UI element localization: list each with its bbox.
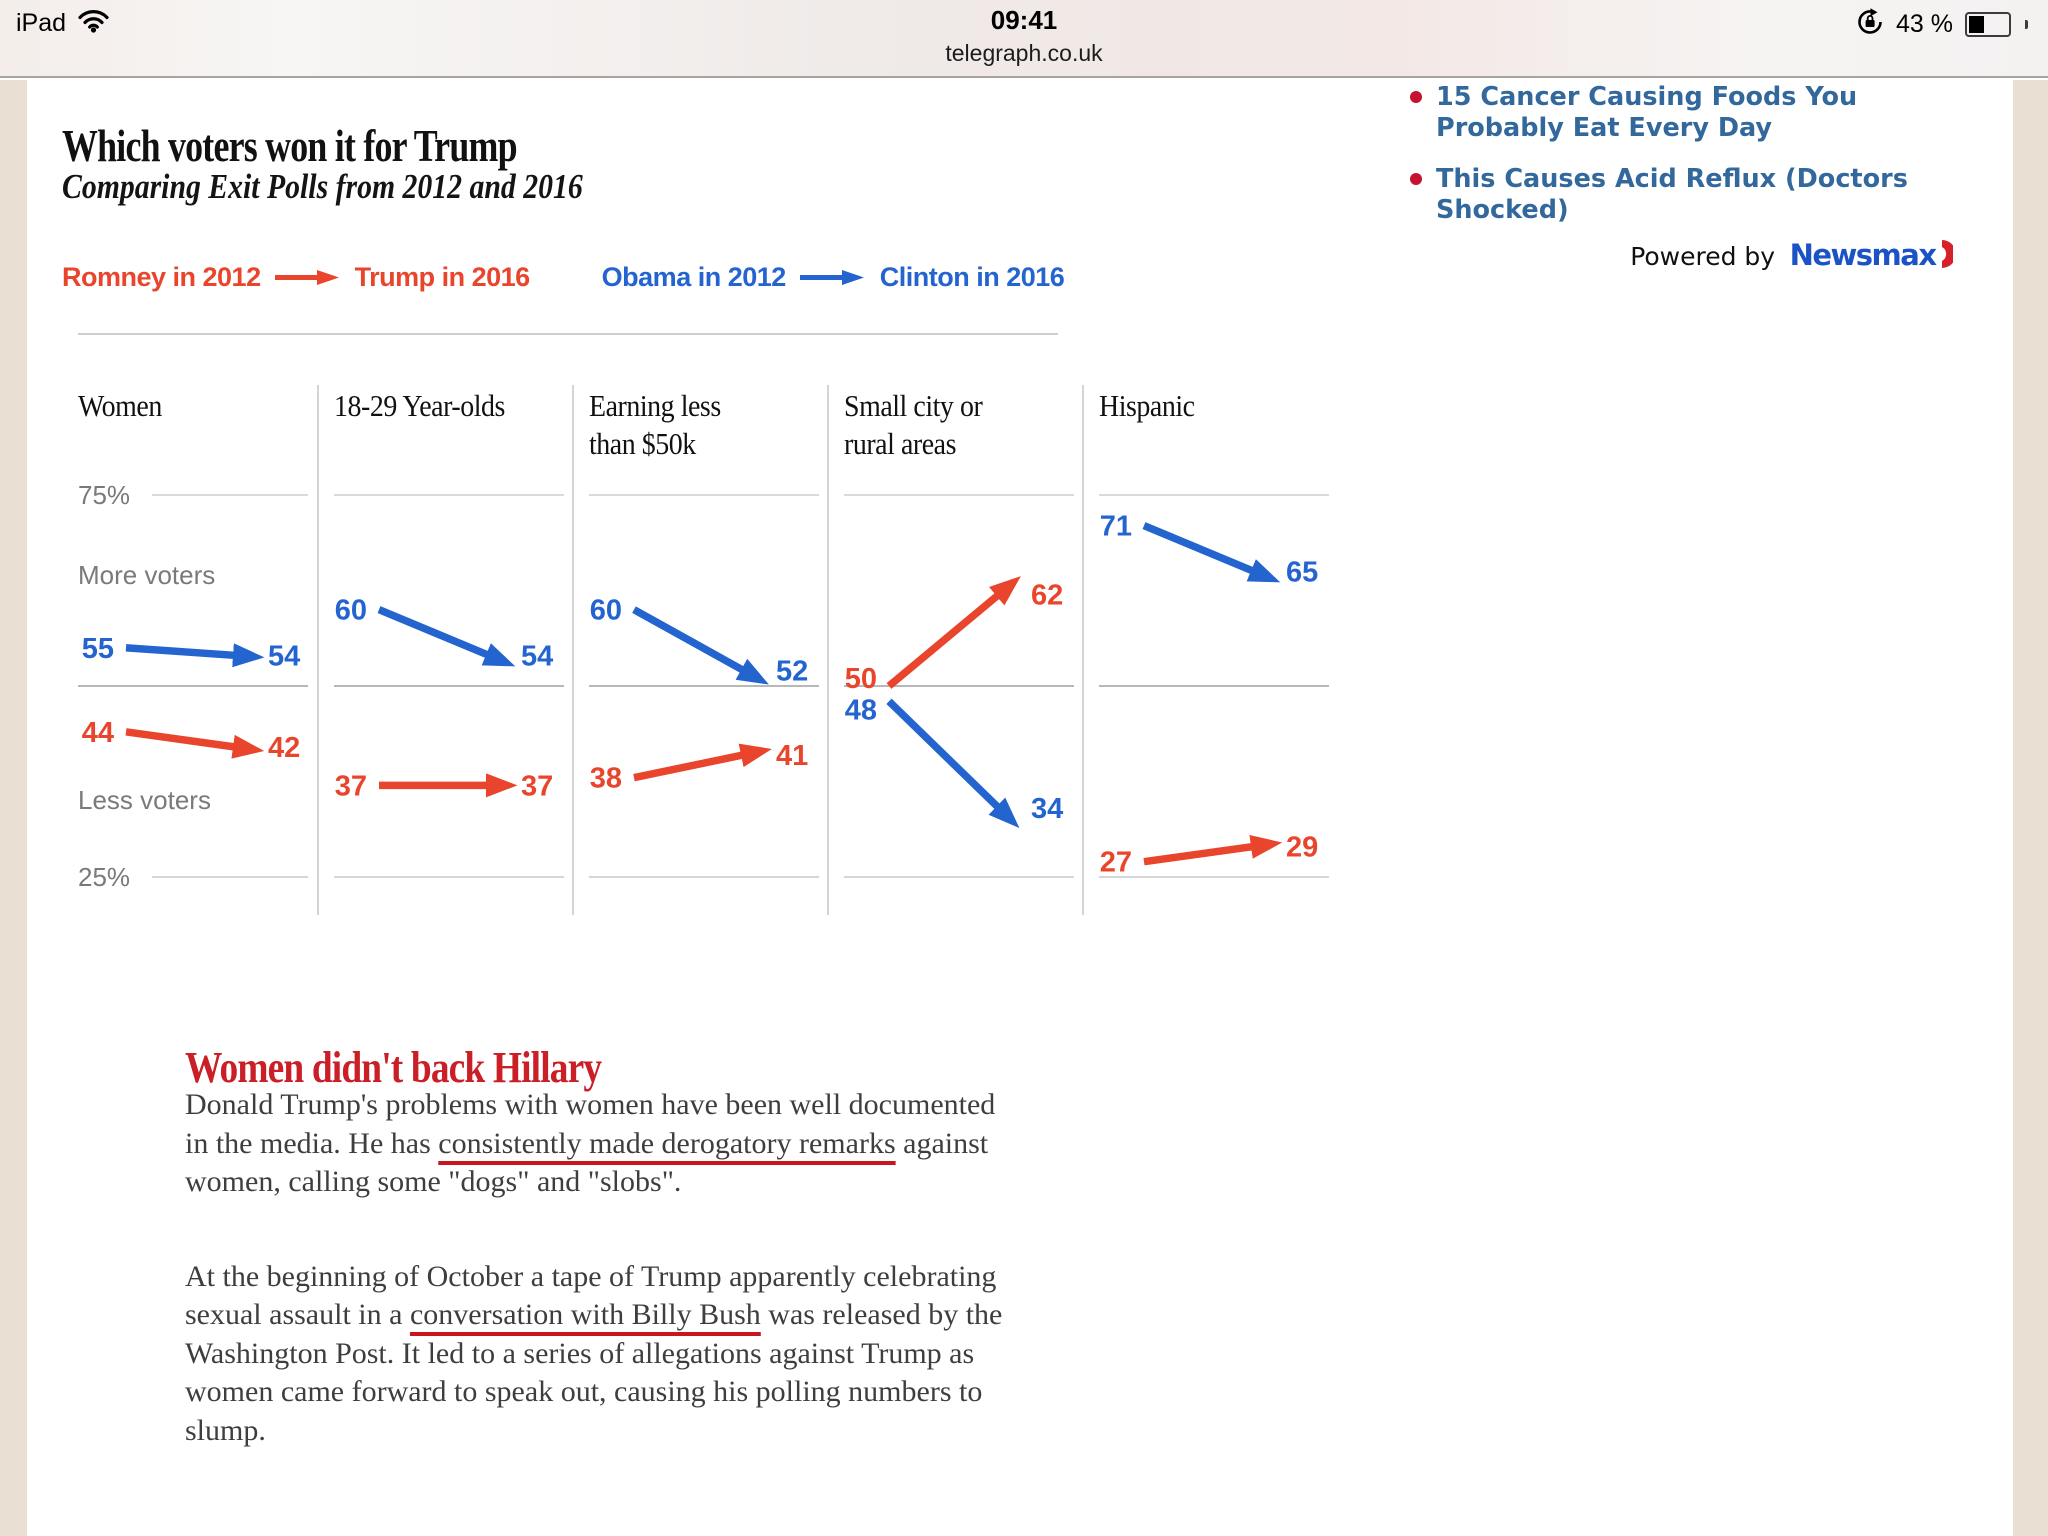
- red-arrow-icon: [274, 270, 339, 285]
- article-text: was released by the Washington Post. It …: [185, 1298, 1003, 1447]
- chart-title: Which voters won it for Trump: [62, 119, 518, 171]
- chart-legend: Romney in 2012 Trump in 2016 Obama in 20…: [62, 262, 1065, 293]
- chart-panel: Women 75% More voters Less voters 25% 55 54 44…: [78, 385, 317, 915]
- svg-text:25%: 25%: [78, 862, 130, 892]
- sponsored-link-item: This Causes Acid Reflux (Doctors Shocked…: [1408, 164, 1970, 226]
- legend-democrat-to: Clinton in 2016: [879, 262, 1065, 292]
- svg-text:42: 42: [268, 732, 300, 764]
- chart-panel-title: Hispanic: [1099, 388, 1195, 423]
- svg-text:75%: 75%: [78, 480, 130, 510]
- chart-panel: Hispanic 71 65 27 29: [1082, 385, 1337, 915]
- bullet-icon: [1410, 91, 1422, 103]
- status-right-cluster: 43 %: [1856, 8, 2028, 41]
- page-margin-left: [0, 80, 27, 1536]
- svg-text:34: 34: [1031, 793, 1063, 825]
- chart-panel-plot: 60 54 37 37: [334, 494, 564, 878]
- svg-text:65: 65: [1286, 556, 1318, 588]
- svg-text:Less voters: Less voters: [78, 785, 211, 815]
- article-text: At the beginning of October a tape of Tr…: [185, 1259, 997, 1332]
- chart-subtitle: Comparing Exit Polls from 2012 and 2016: [62, 167, 583, 207]
- battery-percent: 43 %: [1896, 10, 1953, 38]
- svg-text:60: 60: [590, 595, 622, 627]
- sponsored-link[interactable]: This Causes Acid Reflux (Doctors Shocked…: [1436, 164, 1908, 225]
- exit-poll-chart: Women 75% More voters Less voters 25% 55 54 44…: [78, 385, 1337, 915]
- battery-icon: [1965, 12, 2011, 37]
- legend-republican-to: Trump in 2016: [354, 262, 531, 292]
- newsmax-logo[interactable]: Newsmax: [1789, 238, 1937, 272]
- svg-text:52: 52: [776, 656, 808, 688]
- article-link[interactable]: consistently made derogatory remarks: [438, 1126, 896, 1160]
- bullet-icon: [1410, 173, 1422, 185]
- chart-panel-title: Women: [78, 388, 162, 423]
- svg-text:37: 37: [521, 770, 553, 802]
- chart-panel-plot: 71 65 27 29: [1099, 494, 1329, 879]
- chart-panel-plot: 60 52 38 41: [589, 494, 819, 878]
- chart-panel: Earning less than $50k 60 52 38 41: [572, 385, 827, 915]
- battery-tip: [2025, 20, 2028, 29]
- svg-text:71: 71: [1100, 511, 1132, 543]
- chart-panel: Small city or rural areas 50 62 48 34: [827, 385, 1082, 915]
- svg-text:44: 44: [82, 717, 114, 749]
- svg-text:38: 38: [590, 763, 622, 795]
- section-heading: Women didn't back Hillary: [185, 1043, 602, 1092]
- svg-text:48: 48: [845, 694, 877, 726]
- legend-democrat-from: Obama in 2012: [601, 262, 787, 292]
- powered-by: Powered by Newsmax: [1408, 238, 1956, 274]
- chart-panel-title: 18-29 Year-olds: [334, 388, 505, 423]
- svg-text:54: 54: [521, 640, 553, 672]
- sponsored-link-item: 15 Cancer Causing Foods You Probably Eat…: [1408, 82, 1970, 144]
- article-paragraph: Donald Trump's problems with women have …: [185, 1086, 1015, 1202]
- browser-chrome: iPad 09:41 telegraph.co.uk 43 %: [0, 0, 2048, 78]
- svg-text:37: 37: [335, 770, 367, 802]
- svg-text:54: 54: [268, 640, 300, 672]
- page-margin-right: [2013, 80, 2048, 1536]
- article-link[interactable]: conversation with Billy Bush: [409, 1298, 761, 1331]
- legend-divider: [78, 333, 1058, 335]
- svg-text:29: 29: [1286, 831, 1318, 863]
- chart-panel-title: Small city or rural areas: [844, 388, 983, 461]
- article-text: Donald Trump's problems with women have …: [185, 1088, 996, 1160]
- rotation-lock-icon: [1856, 8, 1884, 41]
- sponsored-links: 15 Cancer Causing Foods You Probably Eat…: [1408, 82, 1970, 246]
- svg-text:41: 41: [776, 740, 808, 772]
- svg-text:50: 50: [845, 663, 877, 695]
- sponsored-link[interactable]: 15 Cancer Causing Foods You Probably Eat…: [1436, 82, 1858, 143]
- address-bar[interactable]: telegraph.co.uk: [945, 40, 1103, 66]
- chart-panel-plot: 50 62 48 34: [844, 494, 1074, 878]
- clock: 09:41: [990, 5, 1058, 35]
- blue-arrow-icon: [799, 270, 864, 285]
- chart-panel-title: Earning less than $50k: [589, 388, 721, 461]
- legend-democrat: Obama in 2012 Clinton in 2016: [602, 262, 1065, 293]
- powered-by-label: Powered by: [1630, 242, 1776, 271]
- svg-text:60: 60: [335, 595, 367, 627]
- article-body: Donald Trump's problems with women have …: [185, 1086, 1015, 1506]
- newsmax-crescent-icon: [1941, 239, 1956, 274]
- svg-text:27: 27: [1100, 847, 1132, 879]
- device-label: iPad: [16, 9, 67, 37]
- article-paragraph: At the beginning of October a tape of Tr…: [185, 1258, 1015, 1451]
- svg-text:62: 62: [1031, 579, 1063, 611]
- chart-panel: 18-29 Year-olds 60 54 37 37: [317, 385, 572, 915]
- legend-republican-from: Romney in 2012: [62, 262, 261, 292]
- chart-panel-plot: 75% More voters Less voters 25% 55 54 44 42: [78, 480, 308, 892]
- legend-republican: Romney in 2012 Trump in 2016: [62, 262, 530, 293]
- svg-text:More voters: More voters: [78, 560, 215, 590]
- article-text: against women, calling some "dogs" and "…: [185, 1126, 989, 1199]
- wifi-icon: [78, 9, 109, 38]
- svg-text:55: 55: [82, 633, 114, 665]
